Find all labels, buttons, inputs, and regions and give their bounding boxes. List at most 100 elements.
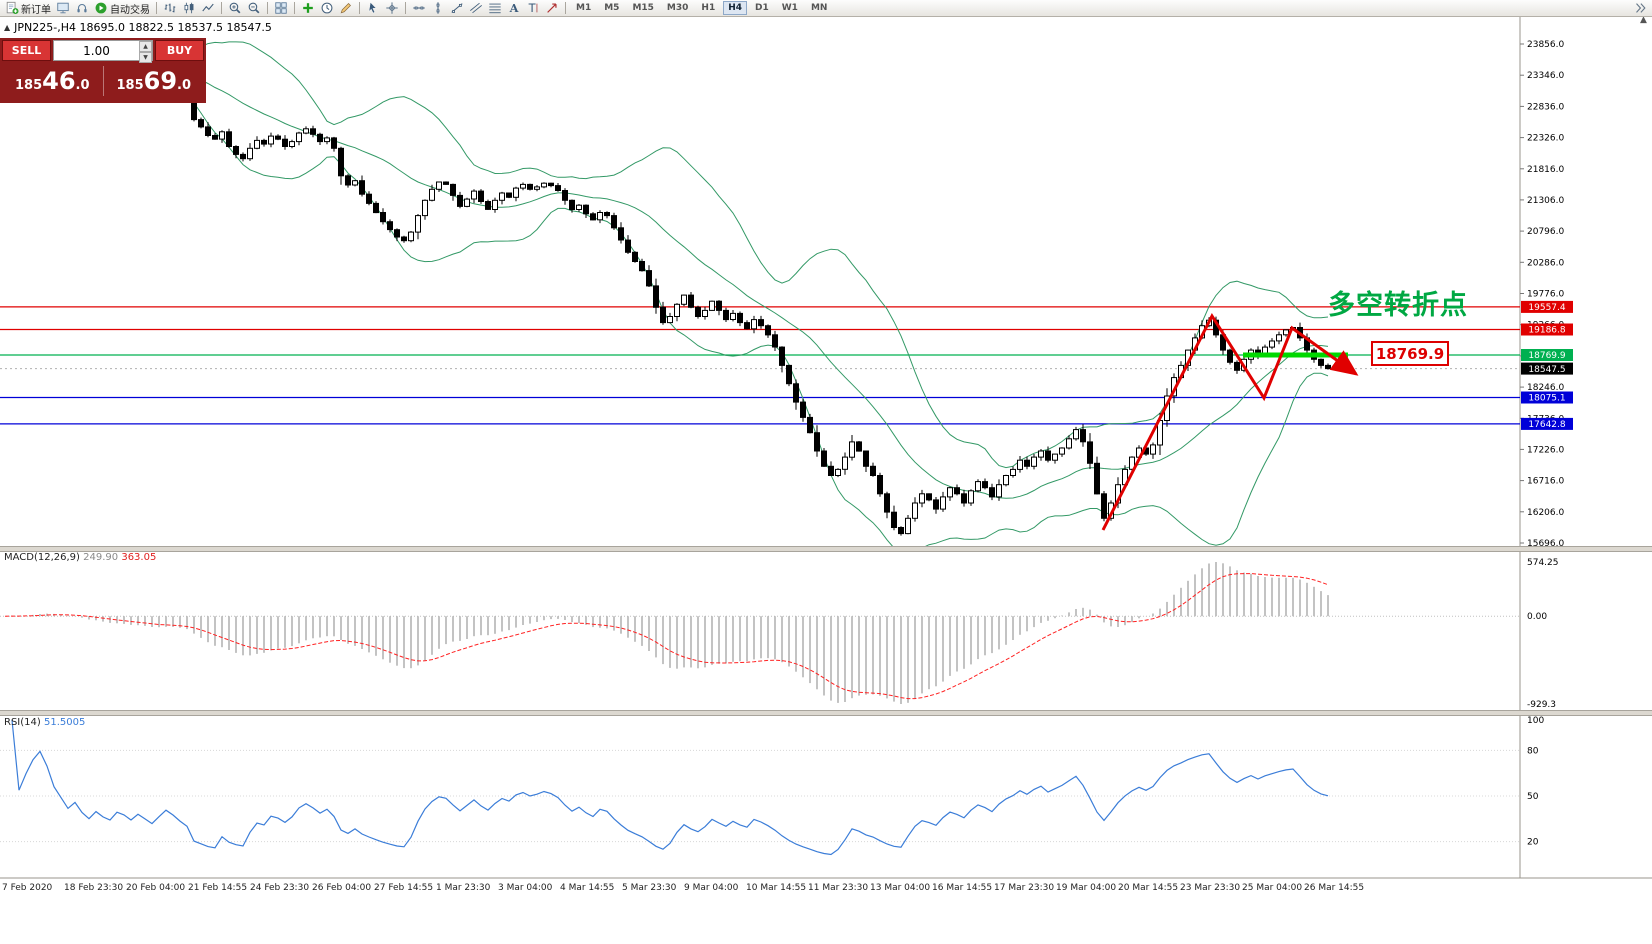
svg-text:15696.0: 15696.0: [1527, 539, 1564, 549]
autotrading-button[interactable]: 自动交易: [92, 1, 152, 16]
toolbar: 新订单 自动交易 A T M1 M5 M15 M30 H1 H4 D1 W1 MN: [0, 0, 1652, 17]
zigzag-arrow[interactable]: [1101, 312, 1359, 531]
svg-text:20 Feb 04:00: 20 Feb 04:00: [126, 883, 185, 893]
svg-text:26 Mar 14:55: 26 Mar 14:55: [1304, 883, 1364, 893]
price-axis: 15696.016206.016716.017226.017736.018246…: [1520, 40, 1564, 549]
buy-button[interactable]: BUY: [155, 40, 204, 61]
svg-text:18547.5: 18547.5: [1528, 365, 1565, 375]
cursor-button[interactable]: [364, 1, 382, 16]
svg-text:18 Feb 23:30: 18 Feb 23:30: [64, 883, 123, 893]
toolbar-separator: [565, 2, 566, 14]
candlestick-series: [2, 44, 1331, 536]
rsi-indicator-label: RSI(14) 51.5005: [4, 717, 85, 728]
line-chart-button[interactable]: [199, 1, 217, 16]
macd-main-value: 249.90: [83, 552, 119, 563]
textA-icon: A: [507, 1, 521, 15]
svg-text:19776.0: 19776.0: [1527, 290, 1564, 300]
zoom-in-button[interactable]: [226, 1, 244, 16]
horizontal-line-button[interactable]: [410, 1, 428, 16]
macd-panel-splitter[interactable]: [0, 546, 1652, 552]
toolbar-separator: [405, 2, 406, 14]
svg-text:13 Mar 04:00: 13 Mar 04:00: [870, 883, 930, 893]
channel-button[interactable]: [467, 1, 485, 16]
timeframe-h1-button[interactable]: H1: [701, 3, 716, 13]
label-button[interactable]: T: [524, 1, 542, 16]
macd-name: MACD(12,26,9): [4, 552, 80, 563]
macd-axis-label: -929.3: [1527, 700, 1556, 710]
macd-signal-line: [4, 573, 1329, 700]
crosshair-button[interactable]: [383, 1, 401, 16]
charts-window-button[interactable]: [54, 1, 72, 16]
headset-icon: [75, 1, 89, 15]
timeframe-m15-button[interactable]: M15: [632, 3, 654, 13]
arrowsym-icon: [545, 1, 559, 15]
bar-chart-button[interactable]: [161, 1, 179, 16]
arrow-objects-button[interactable]: [543, 1, 561, 16]
macd-signal-value: 363.05: [121, 552, 157, 563]
objects-button[interactable]: [337, 1, 355, 16]
toolbar-separator: [156, 2, 157, 14]
macd-axis-label: 574.25: [1527, 558, 1559, 568]
autotrading-button-label: 自动交易: [110, 4, 150, 16]
indicators-button[interactable]: [299, 1, 317, 16]
timeframe-m5-button[interactable]: M5: [604, 3, 620, 13]
svg-text:18246.0: 18246.0: [1527, 383, 1564, 393]
pencil-icon: [339, 1, 353, 15]
tile-windows-button[interactable]: [272, 1, 290, 16]
trendline-button[interactable]: [448, 1, 466, 16]
sell-price[interactable]: 185 46.0: [14, 67, 90, 95]
channel-icon: [469, 1, 483, 15]
rsi-value: 51.5005: [43, 717, 86, 728]
svg-text:16206.0: 16206.0: [1527, 508, 1564, 518]
svg-text:23 Mar 23:30: 23 Mar 23:30: [1180, 883, 1240, 893]
text-button[interactable]: A: [505, 1, 523, 16]
market-watch-button[interactable]: [73, 1, 91, 16]
rsi-panel-splitter[interactable]: [0, 710, 1652, 716]
rsi-name: RSI(14): [4, 717, 41, 728]
zoom-out-icon: [247, 1, 261, 15]
new-order-button[interactable]: 新订单: [3, 1, 53, 16]
trend-icon: [450, 1, 464, 15]
rsi-axis-label: 20: [1527, 838, 1539, 848]
turning-point-annotation[interactable]: 多空转折点: [1328, 290, 1468, 321]
price-axis-flag: 19186.8: [1521, 323, 1573, 336]
vertical-line-button[interactable]: [429, 1, 447, 16]
svg-text:21816.0: 21816.0: [1527, 165, 1564, 175]
labelT-icon: T: [526, 1, 540, 15]
price-callout[interactable]: 18769.9: [1371, 341, 1449, 366]
svg-text:22326.0: 22326.0: [1527, 134, 1564, 144]
toolbar-separator: [359, 2, 360, 14]
zoom-out-button[interactable]: [245, 1, 263, 16]
vline-icon: [431, 1, 445, 15]
volume-down-button[interactable]: ▼: [139, 52, 152, 63]
timeframe-h4-button[interactable]: H4: [723, 1, 747, 15]
symbol-info-text: JPN225-,H4 18695.0 18822.5 18537.5 18547…: [14, 21, 272, 34]
clock-icon: [320, 1, 334, 15]
fibonacci-button[interactable]: [486, 1, 504, 16]
svg-text:21306.0: 21306.0: [1527, 196, 1564, 206]
svg-text:21 Feb 14:55: 21 Feb 14:55: [188, 883, 247, 893]
svg-text:24 Feb 23:30: 24 Feb 23:30: [250, 883, 309, 893]
timeframe-mn-button[interactable]: MN: [810, 3, 828, 13]
sell-button[interactable]: SELL: [2, 40, 51, 61]
timeframe-d1-button[interactable]: D1: [755, 3, 769, 13]
timeframe-w1-button[interactable]: W1: [781, 3, 798, 13]
volume-up-button[interactable]: ▲: [139, 41, 152, 52]
rsi-axis-label: 50: [1527, 792, 1539, 802]
monitor-icon: [56, 1, 70, 15]
volume-input[interactable]: [54, 41, 139, 60]
timeframe-m30-button[interactable]: M30: [666, 3, 689, 13]
collapse-panel-icon[interactable]: ▲: [4, 23, 11, 32]
rsi-line: [11, 719, 1329, 856]
timeframe-m1-button[interactable]: M1: [576, 3, 592, 13]
chart-shift-icon[interactable]: ▲: [1640, 15, 1647, 25]
svg-text:27 Feb 14:55: 27 Feb 14:55: [374, 883, 433, 893]
candlestick-chart-button[interactable]: [180, 1, 198, 16]
price-axis-flag: 18547.5: [1521, 362, 1573, 375]
svg-text:1 Mar 23:30: 1 Mar 23:30: [436, 883, 491, 893]
toolbar-overflow-button[interactable]: [1631, 1, 1649, 16]
periods-button[interactable]: [318, 1, 336, 16]
buy-price[interactable]: 185 69.0: [116, 67, 192, 95]
